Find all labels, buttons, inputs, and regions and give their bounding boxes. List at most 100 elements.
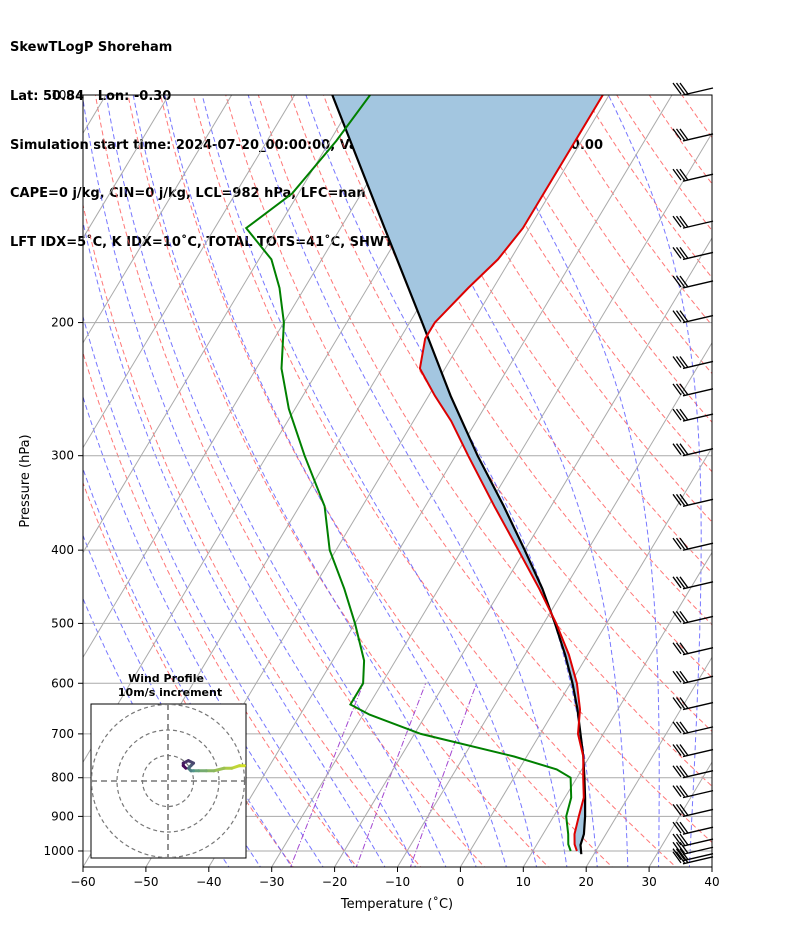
wind-barb-flag: [672, 82, 682, 95]
wind-barb-flag: [672, 611, 682, 623]
wind-barb: [672, 275, 714, 289]
wind-barb-flag: [679, 128, 689, 141]
wind-barb-flag: [672, 310, 682, 322]
y-tick-label: 200: [51, 316, 74, 330]
x-tick-label: 0: [457, 875, 465, 889]
wind-barb-flag: [679, 247, 689, 259]
dry-adiabat: [83, 202, 422, 867]
wind-barb-flag: [679, 721, 689, 734]
wind-barb-flag: [675, 848, 686, 861]
x-tick-label: 30: [641, 875, 656, 889]
wind-barbs: [672, 82, 714, 865]
wind-barb: [672, 804, 714, 818]
y-tick-label: 400: [51, 543, 74, 557]
wind-barb-flag: [679, 310, 689, 322]
wind-barb-flag: [675, 383, 686, 396]
wind-barb-flag: [679, 670, 689, 683]
wind-barb-flag: [672, 247, 682, 259]
hodograph-subtitle: 10m/s increment: [118, 686, 222, 699]
wind-barb-flag: [675, 493, 686, 506]
wind-barb-flag: [672, 642, 682, 655]
wind-barb: [672, 128, 714, 142]
cape-fill: [332, 95, 603, 855]
wind-barb: [672, 408, 714, 422]
wind-barb: [672, 168, 714, 182]
hodograph-title: Wind Profile: [128, 672, 204, 685]
x-tick-label: 10: [516, 875, 531, 889]
dry-adiabat: [453, 95, 712, 473]
moist-adiabat: [83, 597, 230, 867]
dry-adiabat: [355, 95, 712, 626]
profiles: [244, 95, 604, 855]
y-tick-label: 500: [51, 616, 74, 630]
wind-barb-flag: [672, 848, 682, 861]
dry-adiabat: [420, 95, 712, 523]
y-tick-label: 800: [51, 771, 74, 785]
hodograph-trace-segment: [212, 766, 226, 773]
wind-barb-flag: [679, 804, 689, 816]
wind-barb: [672, 833, 714, 847]
wind-barb-flag: [679, 611, 689, 623]
wind-barb-flag: [675, 744, 686, 756]
wind-barb: [672, 82, 714, 96]
isotherm: [334, 237, 712, 867]
isotherm: [83, 95, 170, 239]
wind-barb-flag: [675, 721, 686, 734]
dry-adiabat: [388, 95, 712, 574]
cape-fill-area: [332, 95, 603, 855]
wind-barb-flag: [675, 443, 686, 456]
moist-adiabat: [478, 95, 660, 867]
wind-barb-flag: [672, 537, 682, 550]
wind-barb-flag: [679, 576, 689, 589]
wind-barb-flag: [675, 611, 686, 623]
wind-barb-flag: [672, 383, 682, 396]
wind-barb-flag: [675, 275, 686, 288]
wind-barb-flag: [675, 841, 686, 854]
y-tick-label: 900: [51, 809, 74, 823]
wind-barb-flag: [679, 383, 689, 396]
wind-barb-flag: [672, 721, 682, 734]
moist-adiabat: [247, 95, 568, 867]
isotherm: [83, 95, 421, 659]
x-tick-label: −10: [385, 875, 410, 889]
dry-adiabat: [583, 95, 712, 279]
dry-adiabat: [703, 78, 794, 870]
isotherm: [271, 132, 712, 867]
y-tick-label: 700: [51, 727, 74, 741]
wind-barb: [672, 493, 714, 507]
wind-barb: [672, 443, 714, 457]
wind-barb-flag: [679, 744, 689, 756]
hodograph-inset: Wind Profile 10m/s increment: [90, 672, 247, 859]
wind-barb-flag: [672, 408, 682, 421]
y-axis-ticks: 1000 900 800 700 600 500 400 300 200 100: [43, 88, 83, 858]
x-axis-ticks: −60 −50 −40 −30 −20 −10 0 10 20 30 40: [70, 867, 720, 889]
dry-adiabat: [518, 95, 712, 375]
isotherm: [711, 866, 712, 867]
dry-adiabat: [322, 95, 712, 679]
isotherm: [83, 95, 358, 554]
wind-barb-flag: [672, 833, 682, 846]
dry-adiabat: [681, 95, 712, 139]
wind-barb-flag: [672, 841, 682, 854]
isotherm: [648, 761, 712, 867]
wind-barb-flag: [679, 833, 689, 846]
dry-adiabat: [257, 95, 712, 787]
wind-barb: [672, 611, 714, 625]
wind-barb-flag: [675, 537, 686, 550]
dry-adiabat: [485, 95, 712, 423]
wind-barb-flag: [679, 493, 689, 506]
wind-barb-flag: [675, 804, 686, 816]
wind-barb-flag: [675, 833, 686, 846]
dry-adiabat: [290, 95, 712, 733]
isotherm: [83, 95, 233, 344]
isotherm: [459, 446, 712, 867]
wind-barb: [672, 215, 714, 229]
wind-barb-flag: [672, 215, 682, 228]
wind-barb-flag: [675, 765, 686, 778]
moist-adiabat: [782, 95, 794, 870]
mixing-ratio-line: [355, 683, 427, 867]
wind-barb: [672, 642, 714, 656]
wind-barb-flag: [679, 642, 689, 655]
wind-barb: [672, 670, 714, 684]
